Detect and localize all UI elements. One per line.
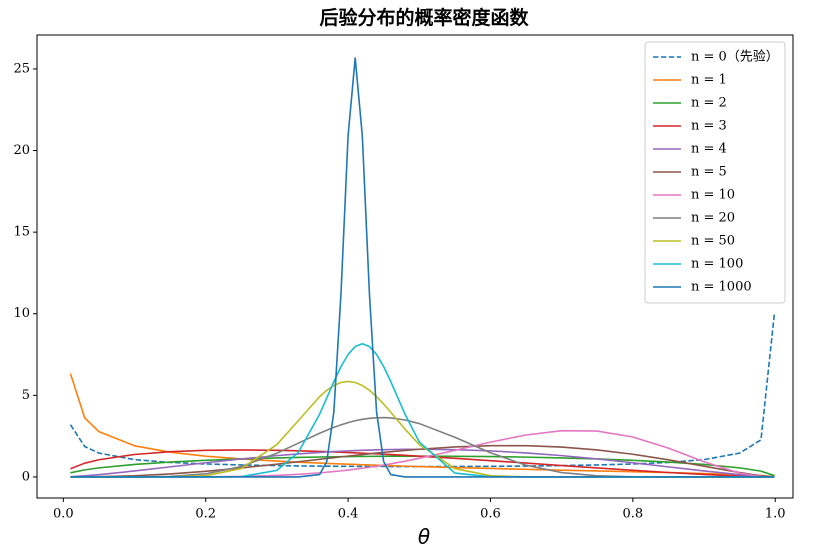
x-tick-label: 0.2 bbox=[195, 507, 216, 522]
legend-label: n = 5 bbox=[691, 165, 727, 180]
legend-box bbox=[644, 41, 786, 304]
legend-label: n = 100 bbox=[691, 257, 743, 272]
series-line bbox=[70, 57, 775, 478]
series-line bbox=[70, 455, 775, 477]
legend-label: n = 1000 bbox=[691, 280, 752, 295]
y-tick-label: 15 bbox=[13, 225, 30, 240]
series-line bbox=[70, 448, 775, 478]
x-axis-label: θ bbox=[418, 525, 430, 549]
legend-label: n = 2 bbox=[691, 96, 727, 111]
legend-label: n = 50 bbox=[691, 234, 735, 249]
x-tick-label: 1.0 bbox=[765, 507, 786, 522]
legend-label: n = 10 bbox=[691, 188, 735, 203]
x-tick-label: 0.0 bbox=[53, 507, 74, 522]
legend: n = 0（先验） n = 1 n = 2 n = 3 n = 4 n = 5 n = 10… bbox=[644, 41, 786, 304]
chart-title: 后验分布的概率密度函数 bbox=[319, 6, 529, 29]
plot-lines bbox=[69, 57, 776, 478]
y-tick-label: 20 bbox=[13, 143, 30, 158]
series-line bbox=[69, 312, 776, 468]
y-tick-label: 25 bbox=[13, 61, 30, 76]
legend-label: n = 1 bbox=[691, 73, 727, 88]
legend-label: n = 0（先验） bbox=[691, 49, 779, 65]
legend-label: n = 4 bbox=[691, 142, 727, 157]
series-line bbox=[70, 429, 775, 478]
x-tick-label: 0.4 bbox=[338, 507, 359, 522]
y-tick-label: 5 bbox=[22, 388, 30, 403]
x-tick-label: 0.8 bbox=[622, 507, 643, 522]
series-line bbox=[70, 444, 775, 478]
legend-label: n = 20 bbox=[691, 211, 735, 226]
y-tick-label: 10 bbox=[13, 306, 30, 321]
y-tick-label: 0 bbox=[22, 469, 30, 484]
legend-label: n = 3 bbox=[691, 119, 727, 134]
series-line bbox=[69, 373, 775, 478]
plot-frame bbox=[36, 34, 794, 499]
x-tick-label: 0.6 bbox=[480, 507, 501, 522]
